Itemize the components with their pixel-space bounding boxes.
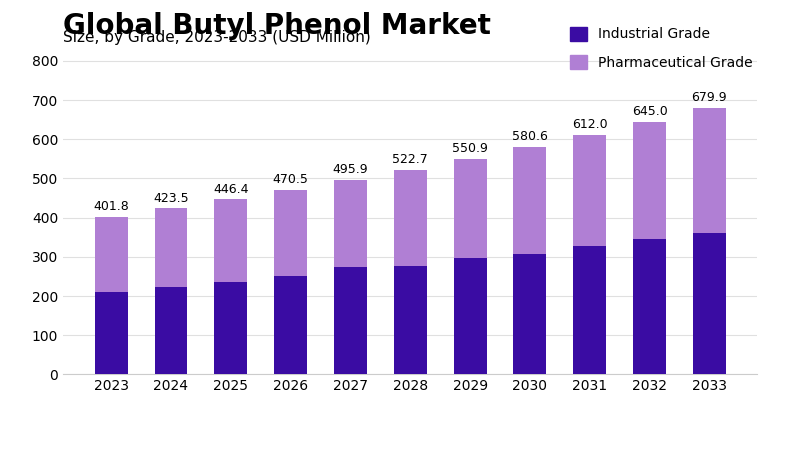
Text: Global Butyl Phenol Market: Global Butyl Phenol Market <box>63 12 491 40</box>
Text: ⌇ʜ|: ⌇ʜ| <box>643 407 671 425</box>
Text: 5.4%: 5.4% <box>118 414 190 439</box>
Text: 580.6: 580.6 <box>512 130 548 143</box>
Text: 612.0: 612.0 <box>572 117 608 131</box>
Bar <box>574 246 606 374</box>
Text: 522.7: 522.7 <box>392 153 428 166</box>
Text: 550.9: 550.9 <box>452 142 488 154</box>
Bar <box>215 282 247 374</box>
Bar <box>95 217 128 292</box>
Bar <box>274 190 307 276</box>
Bar <box>454 159 487 258</box>
Text: Size, by Grade, 2023-2033 (USD Million): Size, by Grade, 2023-2033 (USD Million) <box>63 30 371 45</box>
Bar <box>514 254 547 374</box>
Text: $679.9 M: $679.9 M <box>446 414 583 439</box>
Bar <box>514 147 547 254</box>
Bar <box>155 287 188 374</box>
Bar <box>215 199 247 282</box>
Text: The Market will Grow
At the CAGR of:: The Market will Grow At the CAGR of: <box>16 410 157 443</box>
Bar <box>693 108 726 233</box>
Bar <box>574 135 606 246</box>
Bar <box>633 239 666 374</box>
Text: 645.0: 645.0 <box>632 105 667 118</box>
Text: 446.4: 446.4 <box>213 183 249 196</box>
Bar <box>454 258 487 374</box>
Bar <box>633 122 666 239</box>
Bar <box>155 208 188 287</box>
Text: 495.9: 495.9 <box>333 163 368 176</box>
Legend: Industrial Grade, Pharmaceutical Grade: Industrial Grade, Pharmaceutical Grade <box>565 21 758 76</box>
Bar <box>394 169 427 266</box>
Text: The Forecasted Market
Size for 2033 in USD:: The Forecasted Market Size for 2033 in U… <box>237 410 390 443</box>
Text: market.us: market.us <box>675 410 769 428</box>
Bar <box>274 276 307 374</box>
Text: 679.9: 679.9 <box>692 91 727 104</box>
Bar <box>95 292 128 374</box>
Text: ONE STOP SHOP FOR THE REPORTS: ONE STOP SHOP FOR THE REPORTS <box>675 443 786 448</box>
Bar <box>334 267 367 374</box>
Text: 470.5: 470.5 <box>273 173 308 186</box>
Bar <box>334 180 367 267</box>
Bar <box>394 266 427 374</box>
Text: 401.8: 401.8 <box>93 200 129 213</box>
Bar <box>693 233 726 374</box>
Text: 423.5: 423.5 <box>153 191 189 205</box>
